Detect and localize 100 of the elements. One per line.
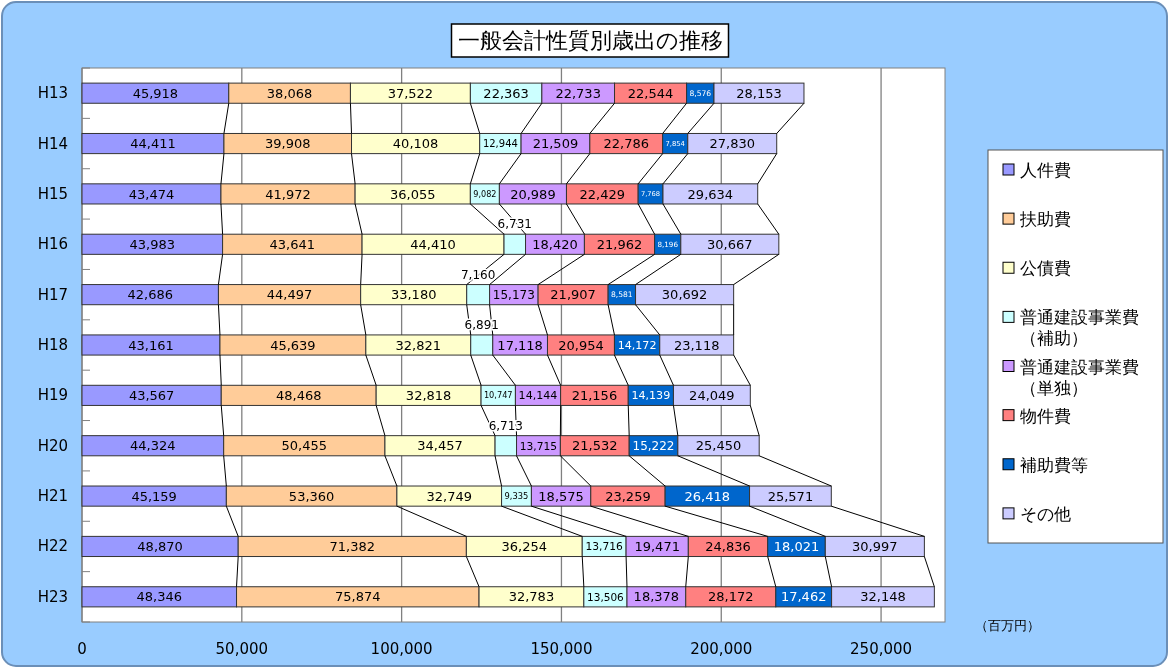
data-label: 24,836 [705,539,751,555]
data-label: 22,363 [483,85,529,101]
data-label: 42,686 [127,287,173,303]
data-label: 18,575 [538,488,584,504]
data-label: 36,055 [389,186,436,202]
data-label: 13,715 [519,439,558,453]
data-label: 19,471 [634,539,680,555]
data-label: 14,144 [518,389,558,403]
data-label: 43,983 [129,236,176,252]
data-label: 20,989 [510,186,556,202]
data-label: 39,908 [264,136,311,152]
data-label: 48,870 [137,539,183,555]
data-label: 21,907 [550,287,596,303]
data-label: 32,148 [860,589,906,605]
data-label: 44,410 [410,236,456,252]
data-label: 12,944 [482,138,518,150]
chart-title: 一般会計性質別歳出の推移 [457,28,723,53]
data-label: 22,786 [603,136,649,152]
data-label: 22,429 [579,186,626,202]
y-tick-label: H21 [37,487,68,506]
data-label: 18,021 [773,539,820,555]
legend-label: 扶助費 [1019,209,1071,230]
y-tick-label: H23 [37,587,68,606]
x-axis-title: （百万円） [975,618,1040,633]
x-tick-label: 250,000 [850,640,913,658]
data-label: 41,972 [265,186,311,202]
data-label: 45,639 [270,337,316,353]
data-label: 44,324 [130,438,176,454]
data-label: 18,378 [633,589,680,605]
data-label: 43,474 [128,186,175,202]
data-label: 13,506 [587,590,625,603]
legend-label: その他 [1020,503,1071,524]
data-label: 30,667 [707,236,753,252]
legend-label: 公債費 [1020,258,1071,279]
legend-label: 補助費等 [1020,454,1088,475]
data-label: 10,747 [483,390,513,401]
data-label: 20,954 [558,337,604,353]
data-label: 28,153 [736,85,782,101]
data-label: 45,918 [132,85,179,101]
x-tick-label: 100,000 [370,640,433,658]
data-label: 32,818 [405,388,452,404]
legend-label: 普通建設事業費（補助） [1020,307,1139,349]
legend-label: 人件費 [1020,160,1071,180]
data-label: 18,420 [532,236,578,252]
data-label: 40,108 [392,136,439,152]
data-label: 37,522 [387,85,434,101]
data-label: 23,118 [673,337,720,353]
data-label: 75,874 [335,589,381,605]
data-label: 30,997 [852,539,898,555]
data-label: 21,962 [596,236,643,252]
data-label: 38,068 [266,85,313,101]
data-label: 32,749 [426,488,472,504]
data-label: 15,173 [492,287,535,302]
x-tick-label: 0 [77,640,87,658]
data-label: 13,716 [585,540,624,554]
data-label: 21,509 [532,136,579,152]
y-tick-label: H22 [37,537,68,556]
data-label: 9,082 [473,188,497,199]
data-label: 44,497 [266,287,313,303]
data-label: 30,692 [661,287,708,303]
data-label: 22,544 [627,85,674,101]
data-label: 15,222 [632,439,675,454]
data-label: 22,733 [555,85,601,101]
data-label: 48,346 [136,589,183,605]
y-tick-label: H17 [37,285,68,304]
data-label: 36,254 [501,539,548,555]
data-label: 26,418 [684,488,731,504]
data-label: 29,634 [687,186,734,202]
data-label: 32,783 [508,589,555,605]
x-tick-label: 150,000 [530,640,593,658]
data-label: 43,567 [128,388,175,404]
data-label: 28,172 [708,589,754,605]
y-tick-label: H14 [37,134,68,153]
data-label: 21,532 [572,438,618,454]
y-tick-label: H19 [37,386,68,405]
data-label: 21,156 [571,388,618,404]
y-tick-label: H13 [37,84,68,103]
y-tick-label: H18 [37,336,68,354]
data-label: 44,411 [130,136,176,152]
data-label: 48,468 [275,388,322,404]
y-tick-label: H20 [37,436,68,455]
data-label: 53,360 [288,488,335,504]
x-tick-label: 50,000 [215,640,269,658]
data-label: 50,455 [281,438,328,454]
data-label: 14,139 [631,389,671,403]
data-label: 43,641 [269,236,316,252]
data-label: 25,571 [767,488,814,504]
data-label: 17,118 [497,337,543,353]
legend-label: 普通建設事業費（単独） [1020,356,1139,398]
data-label: 45,159 [131,488,177,504]
legend-label: 物件費 [1020,405,1071,426]
data-label: 43,161 [128,337,174,353]
data-label: 34,457 [417,438,463,454]
y-tick-label: H15 [37,184,68,203]
data-label: 17,462 [780,589,827,605]
data-label: 33,180 [390,287,437,303]
data-label: 25,450 [695,438,742,454]
x-tick-label: 200,000 [690,640,753,658]
data-label: 9,335 [504,491,529,502]
y-tick-label: H16 [37,235,68,254]
